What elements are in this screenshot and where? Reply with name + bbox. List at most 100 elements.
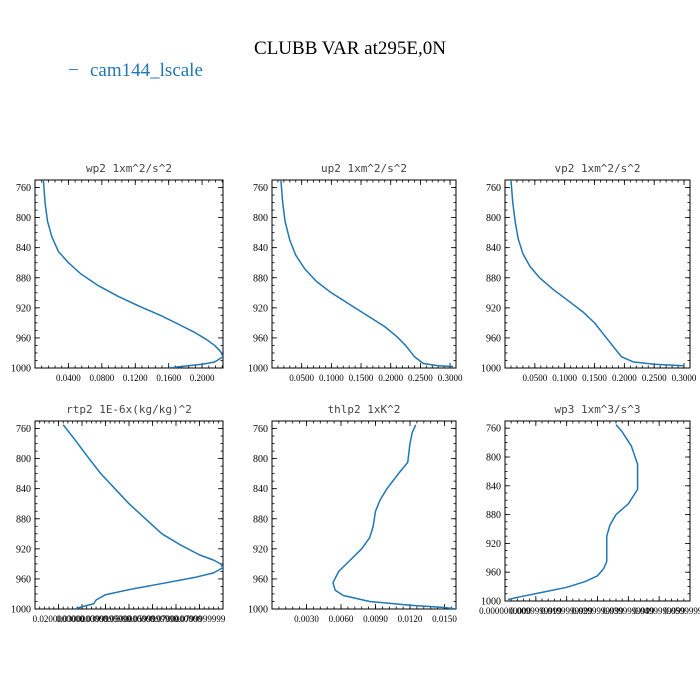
y-tick-label: 920 <box>486 303 501 314</box>
panel-title: wp3 1xm^3/s^3 <box>554 403 640 416</box>
y-tick-label: 760 <box>486 183 501 194</box>
panel-2: up2 1xm^2/s^2 760 800 840 880 920 960 1000 0.050… <box>248 162 463 383</box>
x-tick-label: 0.0599999999 <box>664 606 700 616</box>
figure-title: CLUBB VAR at295E,0N <box>254 38 446 59</box>
y-tick-label: 800 <box>486 453 501 464</box>
x-tick-label: 0.3000 <box>438 373 463 383</box>
panel-title: vp2 1xm^2/s^2 <box>554 162 640 175</box>
panel-1: wp2 1xm^2/s^2 760 800 840 880 920 960 1000 0.040… <box>11 162 224 383</box>
series-line <box>62 424 223 609</box>
panel-4: rtp2 1E-6x(kg/kg)^2 760 800 840 880 920 960 100… <box>11 403 226 624</box>
y-tick-label: 840 <box>16 243 31 254</box>
y-tick-label: 960 <box>486 568 501 579</box>
y-tick-label: 1000 <box>481 364 501 375</box>
panel-title: rtp2 1E-6x(kg/kg)^2 <box>66 403 192 416</box>
y-tick-label: 800 <box>253 454 268 465</box>
y-tick-label: 960 <box>16 333 31 344</box>
plot-frame <box>504 420 691 602</box>
y-tick-label: 760 <box>16 183 31 194</box>
x-tick-label: 0.0499999999 <box>633 606 685 616</box>
y-tick-label: 920 <box>253 544 268 555</box>
legend-marker: − <box>68 60 79 81</box>
y-tick-label: 840 <box>253 243 268 254</box>
series-line <box>510 180 685 367</box>
x-tick-label: 0.0030 <box>294 614 319 624</box>
y-tick-label: 760 <box>16 424 31 435</box>
legend: − cam144_lscale <box>68 60 203 81</box>
y-tick-label: 760 <box>253 424 268 435</box>
x-tick-label: 0.0150 <box>432 614 457 624</box>
x-tick-label: 0.0120 <box>398 614 423 624</box>
x-tick-label: 0.1000 <box>319 373 344 383</box>
y-tick-label: 800 <box>486 213 501 224</box>
x-tick-label: 0.0300000000 <box>56 614 108 624</box>
x-tick-label: 0.0599999999 <box>127 614 179 624</box>
y-tick-label: 840 <box>486 243 501 254</box>
x-tick-label: 0.0500 <box>289 373 314 383</box>
x-tick-label: 0.2000 <box>612 373 637 383</box>
x-tick-label: 0.2000 <box>190 373 215 383</box>
y-tick-label: 1000 <box>248 605 268 616</box>
x-tick-label: 0.0199999999 <box>541 606 593 616</box>
y-tick-label: 920 <box>16 544 31 555</box>
panel-6: wp3 1xm^3/s^3 760 800 840 880 920 960 10000.000… <box>479 403 700 616</box>
x-tick-label: 0.0400 <box>56 373 81 383</box>
y-tick-label: 840 <box>16 484 31 495</box>
x-tick-label: 0.2500 <box>408 373 433 383</box>
plot-frame <box>504 179 691 369</box>
series-line <box>280 180 454 368</box>
x-tick-label: 0.0500000000 <box>103 614 155 624</box>
x-tick-label: 0.3000 <box>672 373 697 383</box>
x-tick-label: 0.0799999999 <box>174 614 226 624</box>
x-tick-label: 0.0800 <box>89 373 114 383</box>
y-tick-label: 760 <box>486 424 501 435</box>
series-line <box>507 424 639 601</box>
plot-frame <box>34 420 224 610</box>
series-line <box>42 180 223 368</box>
y-tick-label: 880 <box>16 273 31 284</box>
plot-frame <box>271 179 457 369</box>
x-tick-label: 0.1200 <box>123 373 148 383</box>
x-tick-label: 0.0000000000 <box>479 606 531 616</box>
y-tick-label: 840 <box>486 481 501 492</box>
y-tick-label: 880 <box>253 273 268 284</box>
x-tick-label: 0.1000 <box>552 373 577 383</box>
y-tick-label: 800 <box>16 454 31 465</box>
x-tick-label: 0.0500 <box>522 373 547 383</box>
x-tick-label: 0.2500 <box>642 373 667 383</box>
panel-3: vp2 1xm^2/s^2 760 800 840 880 920 960 1000 0.050… <box>481 162 697 383</box>
y-tick-label: 1000 <box>11 605 31 616</box>
x-tick-label: 0.0700000000 <box>150 614 202 624</box>
y-tick-label: 960 <box>253 574 268 585</box>
x-tick-label: 0.0060 <box>329 614 354 624</box>
x-tick-label: 0.1600 <box>156 373 181 383</box>
x-tick-label: 0.0200000000 <box>33 614 85 624</box>
plot-frame <box>34 179 224 369</box>
plot-frame <box>271 420 457 610</box>
y-tick-label: 800 <box>253 213 268 224</box>
y-tick-label: 880 <box>253 514 268 525</box>
y-tick-label: 960 <box>486 333 501 344</box>
x-tick-label: 0.0090 <box>363 614 388 624</box>
y-tick-label: 920 <box>253 303 268 314</box>
series-line <box>332 424 456 609</box>
y-tick-label: 1000 <box>11 364 31 375</box>
y-tick-label: 960 <box>16 574 31 585</box>
y-tick-label: 960 <box>253 333 268 344</box>
x-tick-label: 0.2000 <box>378 373 403 383</box>
y-tick-label: 880 <box>486 273 501 284</box>
y-tick-label: 1000 <box>248 364 268 375</box>
y-tick-label: 880 <box>16 514 31 525</box>
y-tick-label: 760 <box>253 183 268 194</box>
y-tick-label: 800 <box>16 213 31 224</box>
legend-label: cam144_lscale <box>90 60 203 81</box>
y-tick-label: 920 <box>16 303 31 314</box>
panels: wp2 1xm^2/s^2 760 800 840 880 920 960 1000 0.040… <box>11 162 700 624</box>
x-tick-label: 0.0399999999 <box>80 614 132 624</box>
x-tick-label: 0.0299999999 <box>572 606 624 616</box>
y-tick-label: 840 <box>253 484 268 495</box>
x-tick-label: 0.0099999999 <box>510 606 562 616</box>
panel-title: wp2 1xm^2/s^2 <box>86 162 172 175</box>
x-tick-label: 0.1500 <box>582 373 607 383</box>
